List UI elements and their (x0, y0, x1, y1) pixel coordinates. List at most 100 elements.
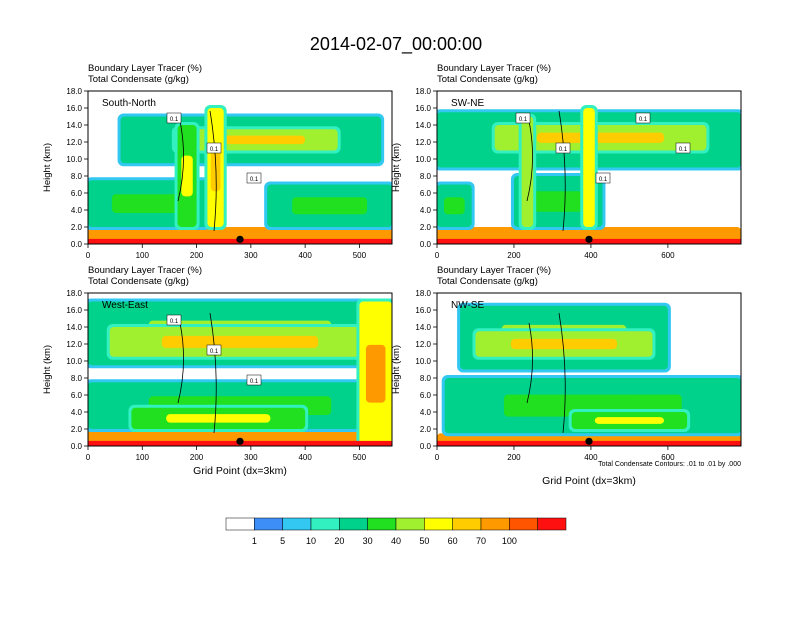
panel-group: Boundary Layer Tracer (%)Total Condensat… (42, 63, 742, 487)
plot-frame (436, 292, 742, 447)
contour-label-box (206, 142, 222, 154)
plot-frame (87, 90, 393, 245)
y-tick-label: 8.0 (71, 374, 83, 383)
panel-title-line1: Boundary Layer Tracer (%) (88, 63, 202, 74)
colorbar-swatch (225, 517, 255, 531)
condensate-contour (558, 110, 566, 232)
x-tick-label: 400 (298, 251, 312, 260)
x-tick-label: 500 (353, 453, 367, 462)
x-tick-label: 400 (584, 251, 598, 260)
y-tick-label: 14.0 (415, 121, 431, 130)
y-tick-label: 12.0 (415, 340, 431, 349)
contour-label-box (246, 172, 262, 184)
contour-label: 0.1 (210, 147, 219, 153)
tracer-core (166, 414, 271, 423)
tracer-core (181, 155, 193, 197)
plot-frame (87, 292, 393, 447)
location-marker (236, 235, 244, 243)
colorbar-label: 70 (476, 536, 486, 546)
tracer-region (583, 108, 595, 227)
x-tick-label: 200 (190, 251, 204, 260)
location-marker (236, 437, 244, 445)
colorbar-swatch (310, 517, 340, 531)
contour-label: 0.1 (679, 147, 688, 153)
colorbar-swatch (339, 517, 368, 531)
y-tick-label: 18.0 (415, 87, 431, 96)
y-tick-label: 0.0 (71, 442, 83, 451)
y-tick-label: 10.0 (415, 357, 431, 366)
colorbar-label: 50 (419, 536, 429, 546)
contour-label: 0.1 (639, 117, 648, 123)
contour-label: 0.1 (519, 117, 528, 123)
colorbar-label: 1 (252, 536, 257, 546)
condensate-contour (209, 312, 217, 434)
y-tick-label: 0.0 (71, 240, 83, 249)
x-tick-label: 0 (86, 453, 91, 462)
panel-title-line1: Boundary Layer Tracer (%) (88, 265, 202, 276)
panel-title-line2: Total Condensate (g/kg) (437, 276, 538, 287)
contour-label-box (166, 314, 182, 326)
contour-label-box (555, 142, 571, 154)
contour-label: 0.1 (210, 349, 219, 355)
colorbar-swatch (509, 517, 538, 531)
y-tick-label: 6.0 (71, 189, 83, 198)
contour-label-box (595, 172, 611, 184)
panel-title-line1: Boundary Layer Tracer (%) (437, 265, 551, 276)
y-tick-label: 4.0 (420, 206, 432, 215)
x-tick-label: 0 (435, 453, 440, 462)
data-layer: 0.1 0.1 0.1 (88, 298, 392, 446)
y-tick-label: 18.0 (66, 87, 82, 96)
y-tick-label: 4.0 (71, 408, 83, 417)
y-tick-label: 4.0 (71, 206, 83, 215)
colorbar-label: 5 (280, 536, 285, 546)
y-tick-label: 4.0 (420, 408, 432, 417)
panel-title-line1: Boundary Layer Tracer (%) (437, 63, 551, 74)
x-axis-label: Grid Point (dx=3km) (193, 465, 287, 477)
contour-label: 0.1 (170, 117, 179, 123)
y-tick-label: 14.0 (66, 323, 82, 332)
y-tick-label: 6.0 (420, 391, 432, 400)
panel-3: Boundary Layer Tracer (%)Total Condensat… (391, 265, 742, 487)
y-tick-label: 18.0 (66, 289, 82, 298)
y-tick-label: 0.0 (420, 240, 432, 249)
colorbar-swatch (424, 517, 453, 531)
contour-label-box (515, 112, 531, 124)
contour-label-box (635, 112, 651, 124)
contour-label: 0.1 (250, 177, 259, 183)
tracer-core (594, 417, 665, 424)
y-tick-label: 10.0 (66, 357, 82, 366)
y-tick-label: 10.0 (66, 155, 82, 164)
y-tick-label: 8.0 (71, 172, 83, 181)
tracer-core (510, 338, 618, 350)
x-tick-label: 100 (136, 453, 150, 462)
colorbar-label: 60 (448, 536, 458, 546)
tracer-core (531, 191, 585, 212)
panel-label: South-North (102, 98, 156, 109)
colorbar-swatch (367, 517, 397, 531)
condensate-contour (526, 322, 533, 404)
x-tick-label: 500 (353, 251, 367, 260)
tracer-region (521, 116, 534, 227)
contour-label-box (246, 374, 262, 386)
tracer-core (537, 132, 665, 143)
panel-label: West-East (102, 300, 148, 311)
tracer-core (161, 335, 319, 348)
x-tick-label: 400 (298, 453, 312, 462)
tracer-core (292, 197, 368, 215)
panel-2: Boundary Layer Tracer (%)Total Condensat… (42, 265, 393, 477)
contour-label-box (166, 112, 182, 124)
colorbar-label: 100 (502, 536, 517, 546)
y-axis-label: Height (km) (391, 143, 402, 192)
colorbar-swatch (395, 517, 425, 531)
x-tick-label: 300 (244, 453, 258, 462)
y-tick-label: 2.0 (71, 425, 83, 434)
y-tick-label: 6.0 (420, 189, 432, 198)
tracer-core (443, 197, 465, 215)
x-tick-label: 0 (86, 251, 91, 260)
colorbar-label: 20 (334, 536, 344, 546)
y-tick-label: 16.0 (66, 104, 82, 113)
tracer-core (365, 344, 386, 403)
panel-title-line2: Total Condensate (g/kg) (88, 276, 189, 287)
y-tick-label: 14.0 (415, 323, 431, 332)
